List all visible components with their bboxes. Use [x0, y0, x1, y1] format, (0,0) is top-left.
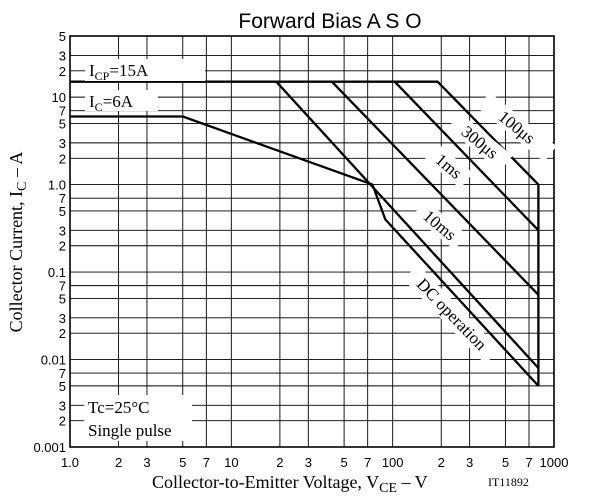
- y-tick-label: 7: [59, 191, 66, 206]
- ic-label: IC=6A: [89, 92, 134, 114]
- y-tick-label: 3: [59, 311, 66, 326]
- y-tick-label: 2: [59, 414, 66, 429]
- y-tick-label: 5: [59, 204, 66, 219]
- curve-10ms: [275, 80, 540, 369]
- condition-box-bg: [84, 395, 192, 441]
- y-tick-label: 10: [52, 90, 66, 105]
- chart-title: Forward Bias A S O: [238, 10, 421, 33]
- y-tick-label: 3: [59, 223, 66, 238]
- y-tick-label: 2: [59, 239, 66, 254]
- x-tick-label: 10: [224, 455, 238, 470]
- curve-1ms: [331, 80, 540, 296]
- x-tick-label: 2: [115, 455, 122, 470]
- label-300us-bg: [447, 112, 513, 172]
- y-tick-label: 7: [59, 366, 66, 381]
- y-tick-label: 5: [59, 116, 66, 131]
- y-axis-title: Collector Current, IC – A: [6, 152, 30, 333]
- y-tick-label: 0.01: [41, 353, 66, 368]
- x-tick-label: 5: [340, 455, 347, 470]
- y-tick-label: 3: [59, 136, 66, 151]
- x-tick-label: 7: [364, 455, 371, 470]
- label-1ms-bg: [424, 143, 474, 189]
- y-tick-label: 3: [59, 48, 66, 63]
- y-tick-label: 2: [59, 326, 66, 341]
- x-tick-label: 2: [276, 455, 283, 470]
- label-dc-operation: DC operation: [413, 275, 491, 355]
- x-tick-labels: 1.0 2 3 5 7 10 2 3 5 7 100 2 3 5 7 1000: [61, 455, 569, 470]
- figure-code: IT11892: [488, 475, 529, 489]
- y-tick-label: 7: [59, 104, 66, 119]
- y-tick-label: 2: [59, 151, 66, 166]
- condition-pulse: Single pulse: [88, 421, 172, 440]
- x-tick-label: 7: [203, 455, 210, 470]
- curves: [70, 80, 540, 387]
- label-100us-bg: [477, 92, 557, 162]
- x-tick-label: 1000: [540, 455, 569, 470]
- y-tick-label: 0.1: [48, 265, 66, 280]
- plot-frame: [69, 35, 555, 448]
- curve-300μs: [393, 80, 540, 232]
- x-tick-label: 3: [143, 455, 150, 470]
- curve-100μs: [70, 80, 540, 386]
- y-tick-label: 1.0: [48, 178, 66, 193]
- x-tick-label: 5: [502, 455, 509, 470]
- label-10ms-bg: [412, 199, 468, 251]
- x-axis-title: Collector-to-Emitter Voltage, VCE – V: [152, 472, 428, 496]
- curve-dc-operation: [70, 115, 540, 387]
- y-tick-label: 5: [59, 379, 66, 394]
- x-tick-label: 5: [179, 455, 186, 470]
- x-tick-label: 7: [525, 455, 532, 470]
- condition-tc: Tc=25°C: [88, 398, 149, 417]
- y-tick-label: 5: [59, 291, 66, 306]
- x-tick-label: 3: [466, 455, 473, 470]
- icp-label-bg: [85, 59, 205, 81]
- x-tick-label: 1.0: [61, 455, 79, 470]
- y-tick-label: 2: [59, 64, 66, 79]
- x-tick-label: 3: [305, 455, 312, 470]
- y-tick-label: 0.001: [33, 440, 66, 455]
- x-tick-label: 100: [382, 455, 404, 470]
- y-tick-label: 5: [59, 29, 66, 44]
- x-tick-label: 2: [438, 455, 445, 470]
- label-dc-bg: [403, 264, 501, 365]
- ic-label-bg: [85, 90, 158, 111]
- y-tick-label: 3: [59, 398, 66, 413]
- y-tick-label: 7: [59, 279, 66, 294]
- icp-label: ICP=15A: [89, 61, 149, 83]
